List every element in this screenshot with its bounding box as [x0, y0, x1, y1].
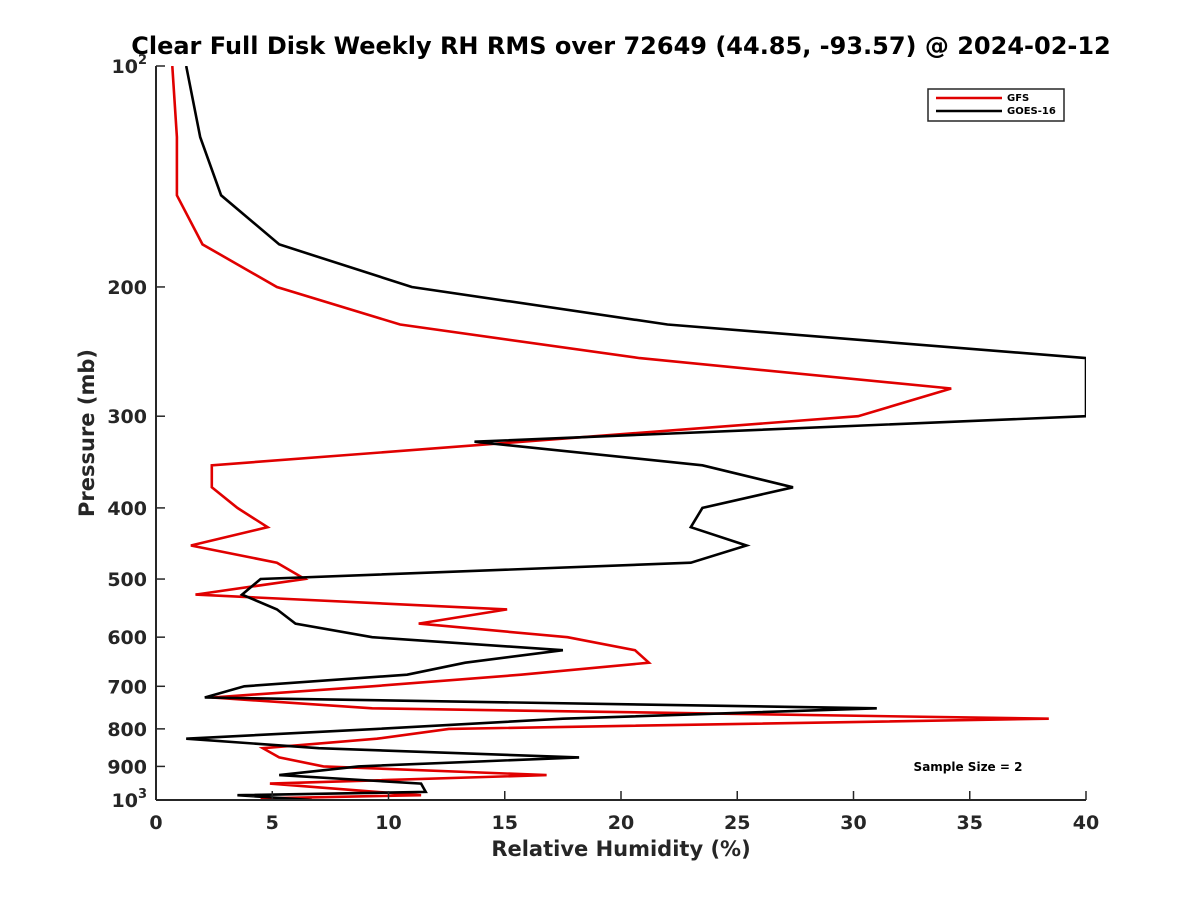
x-tick-label: 20	[608, 812, 634, 834]
x-tick-label: 40	[1073, 812, 1099, 834]
y-tick-label: 102	[112, 53, 148, 78]
x-tick-label: 0	[149, 812, 162, 834]
y-tick-label: 103	[112, 787, 148, 812]
legend-box	[927, 88, 1065, 122]
x-tick-label: 35	[957, 812, 983, 834]
y-tick-label: 700	[107, 676, 147, 698]
x-axis-label: Relative Humidity (%)	[491, 837, 750, 861]
x-ticks: 0 5 10 15 20 25 30 35 40	[149, 791, 1099, 834]
y-tick-label: 500	[107, 569, 147, 591]
x-tick-label: 30	[840, 812, 866, 834]
legend-label-goes16: GOES-16	[1007, 106, 1056, 117]
y-axis-label: Pressure (mb)	[75, 349, 99, 517]
y-ticks: 102 200 300 400 500 600 700 800 900 103	[107, 53, 165, 812]
y-tick-label: 800	[107, 719, 147, 741]
series-line-gfs	[171, 66, 1049, 800]
x-tick-label: 10	[375, 812, 401, 834]
sample-size-annotation: Sample Size = 2	[914, 760, 1023, 774]
y-tick-label: 300	[107, 406, 147, 428]
x-tick-label: 25	[724, 812, 750, 834]
y-tick-label: 400	[107, 498, 147, 520]
x-tick-label: 15	[492, 812, 518, 834]
chart-title: Clear Full Disk Weekly RH RMS over 72649…	[131, 32, 1111, 60]
series-layer	[171, 66, 1086, 800]
series-line-goes16	[184, 66, 1086, 800]
legend: GFS GOES-16	[927, 88, 1065, 122]
x-tick-label: 5	[266, 812, 279, 834]
y-tick-label: 900	[107, 756, 147, 778]
y-tick-label: 200	[107, 277, 147, 299]
legend-label-gfs: GFS	[1007, 93, 1029, 104]
y-tick-label: 600	[107, 627, 147, 649]
